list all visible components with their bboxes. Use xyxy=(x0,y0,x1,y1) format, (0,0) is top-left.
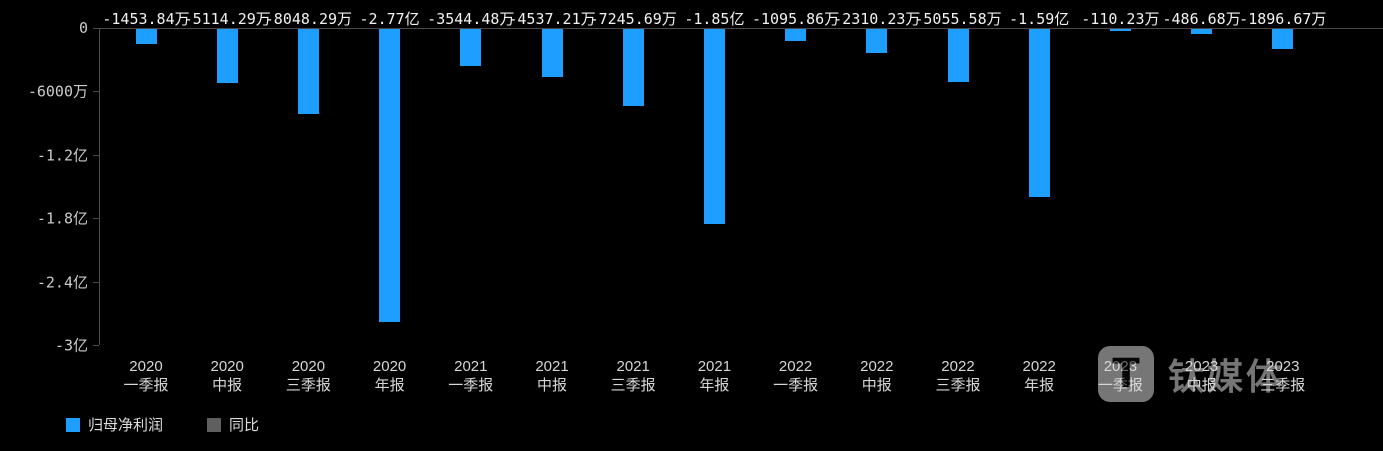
y-axis-tick-label: -1.8亿 xyxy=(36,209,88,228)
y-axis-tick-label: -6000万 xyxy=(27,82,88,101)
bar-2022-中报[interactable] xyxy=(866,29,888,54)
bar-value-label: -486.68万 xyxy=(1162,10,1241,28)
x-axis-label: 2022 年报 xyxy=(1022,358,1056,394)
y-axis-tick-mark xyxy=(93,28,99,29)
bar-value-label: -4537.21万 xyxy=(508,10,596,28)
bar-2022-年报[interactable] xyxy=(1028,29,1050,197)
y-axis-tick-label: -3亿 xyxy=(54,336,88,355)
bar-value-label: -8048.29万 xyxy=(264,10,353,28)
bar-2020-年报[interactable] xyxy=(379,29,401,322)
x-axis-label: 2022 中报 xyxy=(860,358,894,394)
bar-2023-中报[interactable] xyxy=(1191,29,1213,35)
bar-value-label: -5114.29万 xyxy=(183,10,271,28)
x-axis-label: 2020 年报 xyxy=(372,358,407,394)
x-axis-label: 2020 三季报 xyxy=(285,358,331,394)
bar-2021-中报[interactable] xyxy=(541,29,563,77)
x-axis-label: 2021 一季报 xyxy=(448,358,494,394)
bar-value-label: -2.77亿 xyxy=(359,10,420,28)
bar-2021-三季报[interactable] xyxy=(622,29,644,106)
bar-2021-年报[interactable] xyxy=(703,29,725,225)
x-axis-label: 2021 中报 xyxy=(535,358,569,394)
y-axis-tick-mark xyxy=(93,281,99,283)
bar-value-label: -110.23万 xyxy=(1081,10,1160,28)
x-axis-label: 2020 一季报 xyxy=(123,358,169,394)
legend-swatch xyxy=(66,417,80,432)
x-axis-label: 2023 中报 xyxy=(1184,358,1219,394)
legend-item-同比[interactable]: 同比 xyxy=(207,414,259,435)
bar-2022-一季报[interactable] xyxy=(785,29,807,41)
x-axis-label: 2022 一季报 xyxy=(773,358,819,394)
bar-value-label: -1896.67万 xyxy=(1239,10,1327,28)
x-axis-label: 2023 三季报 xyxy=(1260,358,1306,394)
y-axis-line xyxy=(99,28,100,345)
y-axis-tick-mark xyxy=(93,154,99,156)
y-axis-tick-label: -1.2亿 xyxy=(36,146,88,165)
y-axis-tick-label: 0 xyxy=(78,19,88,37)
bar-2023-三季报[interactable] xyxy=(1272,29,1294,50)
bar-value-label: -1453.84万 xyxy=(102,10,190,28)
x-axis-label: 2021 年报 xyxy=(697,358,732,394)
bar-value-label: -5055.58万 xyxy=(914,10,1002,28)
legend-label: 归母净利润 xyxy=(88,417,164,434)
x-axis-label: 2021 三季报 xyxy=(610,358,656,394)
legend-item-归母净利润[interactable]: 归母净利润 xyxy=(66,414,163,435)
y-axis-tick-mark xyxy=(93,218,99,220)
bar-value-label: -1.59亿 xyxy=(1009,10,1070,28)
legend-swatch xyxy=(207,417,222,432)
y-axis-tick-mark xyxy=(93,91,99,93)
x-axis-label: 2023 一季报 xyxy=(1097,358,1143,394)
bar-2020-一季报[interactable] xyxy=(135,29,157,45)
legend-label: 同比 xyxy=(229,417,260,434)
y-axis-tick-mark xyxy=(93,345,99,346)
bar-value-label: -3544.48万 xyxy=(427,10,515,28)
bar-value-label: -1095.86万 xyxy=(751,10,840,28)
bar-value-label: -1.85亿 xyxy=(684,10,745,28)
zero-baseline xyxy=(99,28,1383,29)
bar-2021-一季报[interactable] xyxy=(460,29,482,67)
bar-value-label: -7245.69万 xyxy=(589,10,677,28)
bar-2022-三季报[interactable] xyxy=(947,29,969,83)
x-axis-label: 2022 三季报 xyxy=(935,358,981,394)
bar-value-label: -2310.23万 xyxy=(833,10,921,28)
x-axis-label: 2020 中报 xyxy=(210,358,244,394)
bar-2020-中报[interactable] xyxy=(216,29,238,84)
y-axis-tick-label: -2.4亿 xyxy=(36,273,88,292)
legend: 归母净利润 同比 xyxy=(66,414,259,435)
bar-2023-一季报[interactable] xyxy=(1109,29,1131,31)
bar-2020-三季报[interactable] xyxy=(297,29,319,115)
